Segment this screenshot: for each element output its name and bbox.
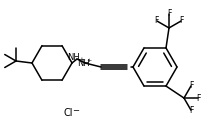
- Text: NH: NH: [67, 53, 79, 62]
- Text: Cl: Cl: [63, 108, 73, 118]
- Text: +: +: [86, 58, 91, 63]
- Text: F: F: [189, 106, 193, 115]
- Text: F: F: [189, 81, 193, 90]
- Text: F: F: [179, 16, 183, 25]
- Text: +: +: [78, 57, 84, 63]
- Text: F: F: [167, 9, 171, 18]
- Text: F: F: [155, 16, 159, 25]
- Text: −: −: [73, 107, 79, 116]
- Text: NH: NH: [77, 58, 90, 68]
- Text: F: F: [196, 94, 200, 103]
